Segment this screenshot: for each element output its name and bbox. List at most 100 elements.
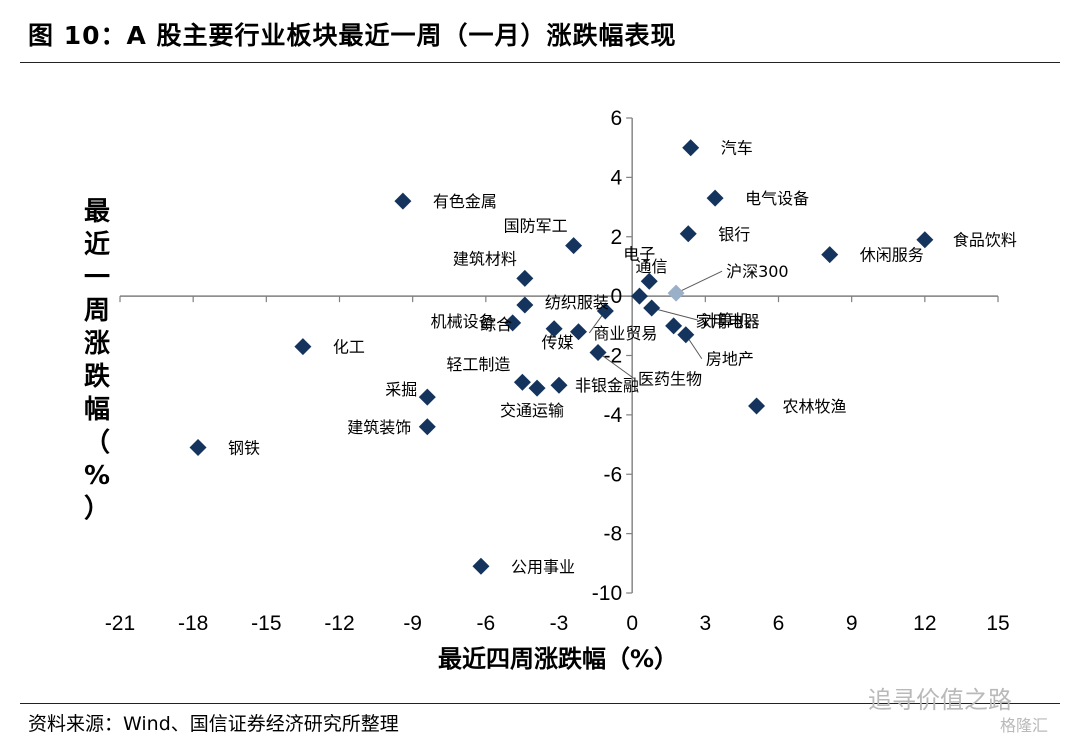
x-tick-label: -15 <box>251 612 281 635</box>
data-point-marker <box>665 317 683 335</box>
y-axis-label-char: 周 <box>84 296 110 326</box>
bottom-rule <box>20 703 1060 704</box>
x-tick-label: 12 <box>913 612 936 635</box>
data-point-marker <box>418 418 436 436</box>
leader-line <box>675 270 723 294</box>
point-label: 汽车 <box>721 139 753 158</box>
y-tick-label: -4 <box>603 404 622 427</box>
y-axis-label-char: （ <box>84 428 110 458</box>
top-rule <box>20 62 1060 63</box>
data-point-marker <box>189 439 207 457</box>
point-label: 农林牧渔 <box>783 397 847 416</box>
data-point-marker <box>550 376 568 394</box>
x-tick-label: -12 <box>324 612 354 635</box>
point-label: 电气设备 <box>745 189 809 208</box>
point-label: 休闲服务 <box>860 246 924 265</box>
data-point-marker <box>589 344 607 362</box>
point-label: 国防军工 <box>504 217 568 236</box>
point-label: 家用电器 <box>696 312 760 331</box>
watermark-text: 追寻价值之路 <box>868 686 1012 714</box>
point-label: 交通运输 <box>500 401 564 420</box>
x-tick-label: 3 <box>699 612 711 635</box>
point-label: 银行 <box>718 225 750 244</box>
point-label: 采掘 <box>385 380 417 399</box>
leader-line <box>651 307 698 321</box>
point-label: 综合 <box>480 315 512 334</box>
point-label: 传媒 <box>541 333 573 352</box>
data-point-marker <box>394 192 412 210</box>
y-axis-label-char: 最 <box>84 197 111 227</box>
point-label: 医药生物 <box>638 370 702 389</box>
x-tick-label: -21 <box>105 612 135 635</box>
data-point-marker <box>667 284 685 302</box>
data-points <box>189 139 934 575</box>
data-point-marker <box>677 326 695 344</box>
axes <box>119 117 999 594</box>
data-point-marker <box>545 320 563 338</box>
point-label: 建筑装饰 <box>347 418 411 437</box>
leader-line <box>597 352 635 379</box>
point-label: 有色金属 <box>433 192 497 211</box>
y-tick-label: 4 <box>610 166 622 189</box>
point-label: 机械设备 <box>431 312 495 331</box>
x-tick-label: -6 <box>476 612 495 635</box>
data-point-marker <box>916 231 934 249</box>
y-tick-label: -2 <box>603 345 622 368</box>
y-tick-label: 0 <box>610 285 622 308</box>
tick-labels: -21 -18 -15 -12 -9 -6 -3 0 3 6 9 12 15 -10 -8 -6 -4 -2 0 2 4… <box>105 107 1010 635</box>
point-label: 轻工制造 <box>446 355 510 374</box>
point-label: 钢铁 <box>228 439 260 458</box>
y-axis-label-char: 近 <box>84 230 110 260</box>
y-axis-label-char: ） <box>84 494 110 524</box>
x-tick-label: 0 <box>626 612 638 635</box>
data-point-marker <box>748 397 766 415</box>
data-point-marker <box>570 323 588 341</box>
data-point-marker <box>706 189 724 207</box>
data-point-marker <box>596 302 614 320</box>
data-point-marker <box>679 225 697 243</box>
x-axis-label: 最近四周涨跌幅（%） <box>438 645 678 673</box>
y-tick-label: -8 <box>603 523 622 546</box>
data-point-marker <box>418 388 436 406</box>
data-point-marker <box>630 287 648 305</box>
data-point-marker <box>682 139 700 157</box>
data-point-marker <box>821 246 839 264</box>
y-tick-label: -6 <box>603 463 622 486</box>
data-point-marker <box>643 299 661 317</box>
point-label: 食品饮料 <box>953 231 1017 250</box>
point-label: 房地产 <box>706 350 754 369</box>
x-tick-label: 9 <box>846 612 858 635</box>
figure-title: 图 10：A 股主要行业板块最近一周（一月）涨跌幅表现 <box>28 21 677 50</box>
data-point-marker <box>516 296 534 314</box>
source-note: 资料来源：Wind、国信证券经济研究所整理 <box>28 713 399 735</box>
point-label: 计算机 <box>702 311 750 330</box>
data-point-marker <box>516 269 534 287</box>
point-label: 通信 <box>635 257 667 276</box>
y-tick-label: 2 <box>610 226 622 249</box>
point-label: 沪深300 <box>726 262 789 281</box>
point-label: 非银金融 <box>575 376 639 395</box>
x-tick-label: 6 <box>773 612 785 635</box>
point-label: 化工 <box>333 338 365 357</box>
data-point-marker <box>504 314 522 332</box>
watermark-logo-text: 格隆汇 <box>1000 716 1049 735</box>
y-axis-label-char: 一 <box>84 263 110 293</box>
data-point-marker <box>472 557 490 575</box>
data-point-marker <box>294 338 312 356</box>
point-label: 公用事业 <box>511 557 575 576</box>
x-tick-label: -9 <box>403 612 422 635</box>
point-label: 商业贸易 <box>593 324 657 343</box>
x-tick-label: 15 <box>986 612 1009 635</box>
x-tick-label: -18 <box>178 612 208 635</box>
y-tick-label: 6 <box>610 107 622 130</box>
point-label: 纺织服装 <box>545 293 609 312</box>
point-label: 电子 <box>623 244 655 263</box>
y-axis-label-char: 幅 <box>84 395 110 425</box>
data-point-marker <box>513 373 531 391</box>
data-point-marker <box>565 237 583 255</box>
y-tick-label: -10 <box>592 582 622 605</box>
y-axis-label-char: % <box>84 461 110 491</box>
data-point-marker <box>640 272 658 290</box>
